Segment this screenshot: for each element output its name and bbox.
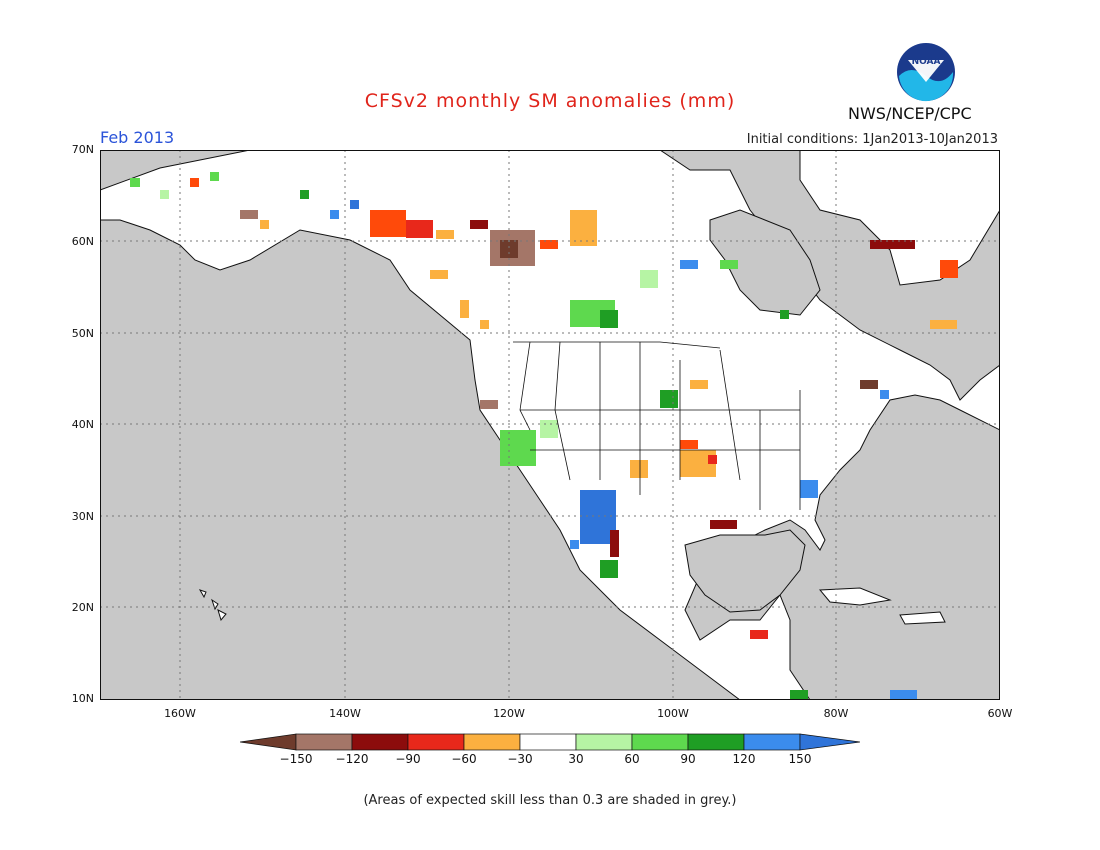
lat-label-10n: 10N	[71, 692, 94, 705]
colorbar-label: −60	[451, 752, 477, 766]
colorbar	[240, 733, 860, 751]
anomaly-cells	[130, 172, 958, 700]
colorbar-label: 90	[680, 752, 696, 766]
lat-label-70n: 70N	[71, 143, 94, 156]
colorbar-label: −90	[395, 752, 421, 766]
colorbar-bin	[351, 733, 409, 751]
lat-label-30n: 30N	[71, 510, 94, 523]
gulf-of-mexico	[684, 529, 806, 613]
initial-conditions: Initial conditions: 1Jan2013-10Jan2013	[746, 132, 998, 147]
land-greenland	[799, 150, 1000, 286]
lat-label-20n: 20N	[71, 601, 94, 614]
lon-label-100w: 100W	[657, 707, 689, 720]
colorbar-bin	[519, 733, 577, 751]
state-boundaries	[513, 341, 801, 510]
lon-label-140w: 140W	[329, 707, 361, 720]
colorbar-bin	[295, 733, 353, 751]
land-caribbean	[818, 587, 946, 625]
map-frame	[100, 150, 1000, 700]
lon-label-120w: 120W	[493, 707, 525, 720]
graticule	[100, 150, 1000, 700]
map-title: CFSv2 monthly SM anomalies (mm)	[364, 90, 736, 112]
hudson-bay	[709, 209, 821, 316]
colorbar-label: 30	[568, 752, 584, 766]
lon-label-160w: 160W	[164, 707, 196, 720]
lat-label-40n: 40N	[71, 418, 94, 431]
colorbar-bin	[575, 733, 633, 751]
land-hawaii	[198, 589, 227, 622]
lon-label-80w: 80W	[823, 707, 849, 720]
colorbar-label: −120	[335, 752, 369, 766]
colorbar-low-arrow	[240, 733, 297, 751]
colorbar-label: −150	[279, 752, 313, 766]
lat-label-50n: 50N	[71, 327, 94, 340]
colorbar-bin	[407, 733, 465, 751]
colorbar-high-arrow	[799, 733, 860, 751]
colorbar-bin	[631, 733, 689, 751]
agency-label: NWS/NCEP/CPC	[848, 104, 972, 123]
colorbar-bin	[463, 733, 521, 751]
colorbar-label: 150	[788, 752, 812, 766]
colorbar-bin	[687, 733, 745, 751]
colorbar-bin	[743, 733, 801, 751]
noaa-logo-text: NOAA	[912, 57, 941, 67]
noaa-logo: NOAA	[897, 43, 955, 102]
skill-footnote: (Areas of expected skill less than 0.3 a…	[363, 793, 737, 808]
lat-label-60n: 60N	[71, 235, 94, 248]
forecast-month: Feb 2013	[100, 128, 175, 147]
anomaly-map	[100, 150, 1000, 700]
colorbar-label: −30	[507, 752, 533, 766]
lon-label-60w: 60W	[987, 707, 1013, 720]
colorbar-label: 120	[732, 752, 756, 766]
colorbar-label: 60	[624, 752, 640, 766]
